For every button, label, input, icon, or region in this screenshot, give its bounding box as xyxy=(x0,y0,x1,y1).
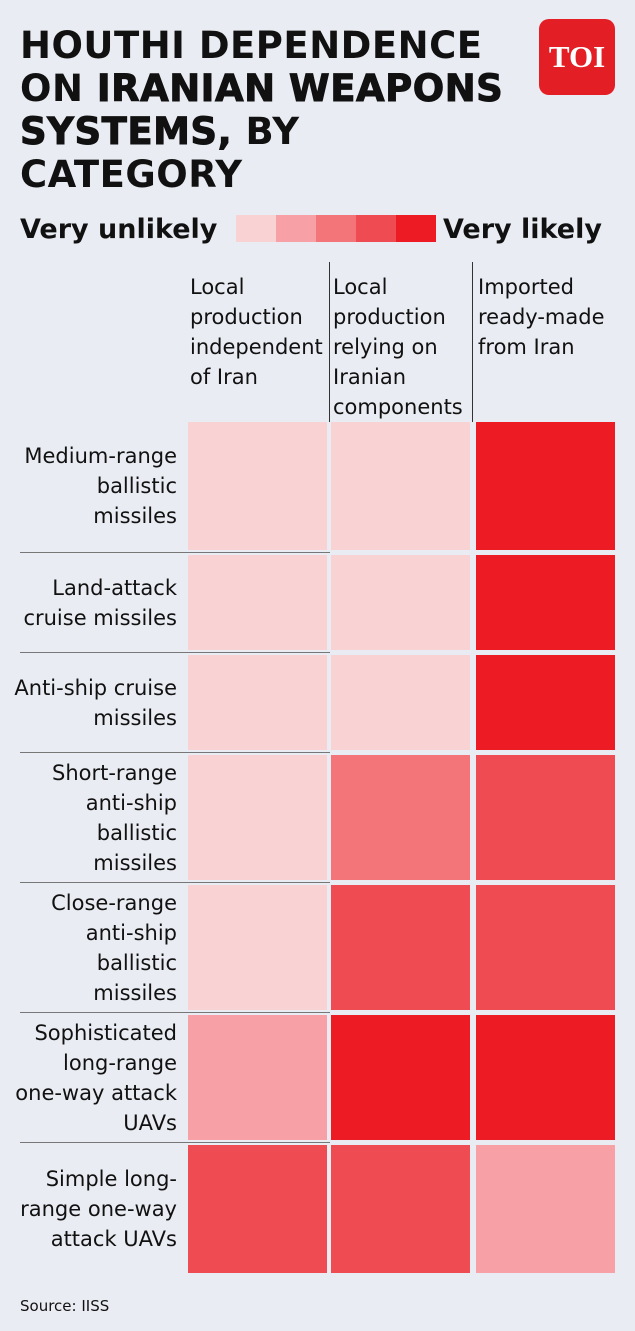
logo: TOI xyxy=(539,19,615,95)
row-separator xyxy=(20,652,330,653)
heatmap-cell xyxy=(476,1145,615,1273)
legend-swatch xyxy=(316,215,356,242)
legend-label: Very unlikely xyxy=(20,214,218,245)
heatmap-cell xyxy=(476,422,615,550)
row-separator xyxy=(20,552,330,553)
legend-label: Very likely xyxy=(443,214,602,245)
heatmap-cell xyxy=(188,1015,327,1140)
title-part: IRANIAN WEAPONS SYSTEMS, xyxy=(19,67,504,154)
legend-swatch xyxy=(396,215,436,242)
heatmap-cell xyxy=(476,1015,615,1140)
column-header: Imported ready-made from Iran xyxy=(478,275,605,359)
row-label: Sophisticated long-range one-way attack … xyxy=(15,1020,177,1135)
column-header: Local production independent of Iran xyxy=(190,275,323,389)
heatmap-cell xyxy=(476,655,615,750)
row-label: Close-range anti-ship ballistic missiles xyxy=(51,890,177,1005)
heatmap-cell xyxy=(188,755,327,880)
heatmap-cell xyxy=(331,555,470,650)
row-separator xyxy=(20,1142,330,1143)
title-part: HOUTHI DEPENDENCE ON xyxy=(20,24,483,110)
heatmap-cell xyxy=(331,755,470,880)
title-part: BY CATEGORY xyxy=(20,110,300,196)
heatmap-cell xyxy=(331,1145,470,1273)
heatmap-cell xyxy=(331,885,470,1010)
row-label: Land-attack cruise missiles xyxy=(23,575,177,630)
heatmap-cell xyxy=(331,1015,470,1140)
legend-swatch xyxy=(356,215,396,242)
heatmap-cell xyxy=(188,655,327,750)
column-separator xyxy=(329,262,330,422)
heatmap-cell xyxy=(476,555,615,650)
heatmap-cell xyxy=(476,755,615,880)
heatmap-cell xyxy=(188,1145,327,1273)
column-header: Local production relying on Iranian comp… xyxy=(333,275,463,419)
heatmap-cell xyxy=(188,885,327,1010)
column-separator xyxy=(472,262,473,422)
row-separator xyxy=(20,1012,330,1013)
row-label: Simple long-range one-way attack UAVs xyxy=(20,1167,177,1251)
legend-swatch xyxy=(276,215,316,242)
row-label: Short-range anti-ship ballistic missiles xyxy=(52,760,177,875)
legend-swatch xyxy=(236,215,276,242)
chart-title: HOUTHI DEPENDENCE ON IRANIAN WEAPONS SYS… xyxy=(19,24,520,196)
heatmap-cell xyxy=(476,885,615,1010)
row-separator xyxy=(20,752,330,753)
heatmap-cell xyxy=(188,422,327,550)
heatmap-cell xyxy=(331,422,470,550)
row-separator xyxy=(20,882,330,883)
row-label: Medium-range ballistic missiles xyxy=(24,444,177,528)
row-label: Anti-ship cruise missiles xyxy=(14,675,177,730)
heatmap-cell xyxy=(331,655,470,750)
heatmap-cell xyxy=(188,555,327,650)
source: Source: IISS xyxy=(20,1297,110,1315)
